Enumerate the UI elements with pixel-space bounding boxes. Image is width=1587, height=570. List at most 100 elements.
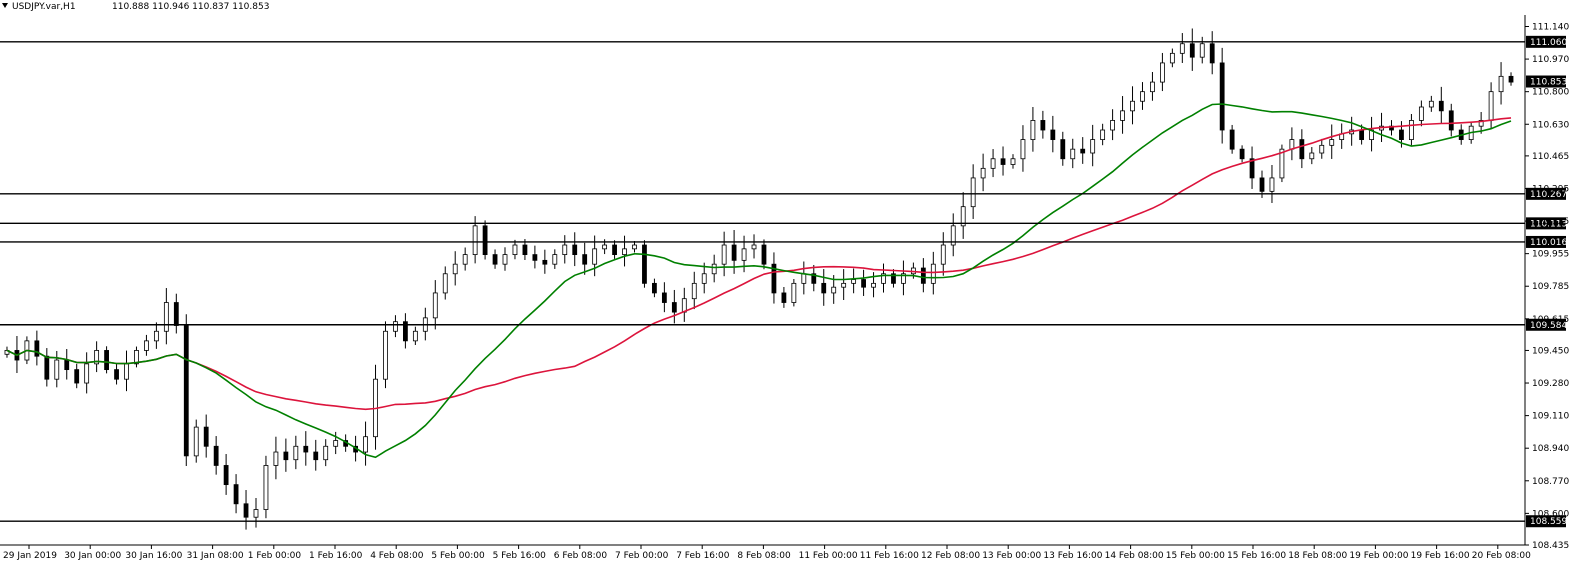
candle: [582, 242, 588, 275]
price-tick-label: 110.800: [1532, 88, 1569, 98]
legend-arrow-icon: [2, 3, 8, 8]
candle: [74, 363, 80, 389]
time-axis: 29 Jan 2019 30 Jan 00:00 30 Jan 16:00 31 Ja…: [3, 545, 1531, 561]
candle: [1179, 33, 1185, 63]
candle: [940, 232, 946, 276]
candle: [263, 455, 269, 519]
candle: [612, 240, 617, 259]
candle: [1010, 154, 1016, 169]
time-tick-label: 5 Feb 00:00: [431, 551, 485, 561]
candle: [950, 213, 956, 257]
candle: [1329, 124, 1335, 159]
candle: [134, 346, 139, 368]
price-tick-label: 109.450: [1532, 346, 1569, 356]
time-tick-label: 7 Feb 16:00: [676, 551, 730, 561]
candle: [502, 247, 508, 271]
candle: [920, 258, 926, 293]
time-tick-label: 13 Feb 00:00: [982, 551, 1041, 561]
candle: [1020, 125, 1026, 172]
candle: [622, 235, 627, 267]
current-price-label: 110.853: [1530, 78, 1567, 88]
candle: [512, 239, 518, 260]
candle: [1160, 52, 1165, 92]
candle: [462, 247, 468, 271]
level-price-label: 109.584: [1530, 321, 1567, 331]
candle: [642, 240, 647, 288]
candle: [841, 269, 847, 301]
candle: [84, 352, 90, 394]
candle: [652, 278, 657, 298]
candle: [333, 431, 339, 455]
time-tick-label: 8 Feb 08:00: [737, 551, 791, 561]
candle: [223, 454, 229, 495]
candle: [1309, 147, 1315, 165]
candle: [303, 431, 309, 466]
price-tick-label: 110.630: [1532, 120, 1569, 130]
candle: [1070, 138, 1076, 169]
time-tick-label: 6 Feb 08:00: [554, 551, 608, 561]
level-price-label: 110.113: [1530, 219, 1567, 229]
candle: [432, 280, 438, 330]
candle: [393, 315, 398, 338]
candle: [980, 153, 986, 192]
level-price-box: [1526, 515, 1566, 528]
level-price-box: [1526, 35, 1566, 48]
candle: [183, 314, 189, 466]
candle: [891, 269, 896, 288]
candle: [1219, 47, 1225, 144]
price-tick-label: 109.955: [1532, 250, 1569, 260]
candle: [412, 326, 418, 345]
time-tick-label: 13 Feb 16:00: [1043, 551, 1102, 561]
time-tick-label: 31 Jan 08:00: [187, 551, 244, 561]
candle: [572, 232, 578, 267]
candle: [771, 252, 777, 304]
candle: [1448, 103, 1454, 137]
price-tick-label: 109.280: [1532, 379, 1569, 389]
time-tick-label: 29 Jan 2019: [3, 551, 57, 561]
candle: [1140, 82, 1145, 110]
candle: [1100, 123, 1106, 146]
symbol-label: USDJPY.var,H1: [12, 2, 76, 12]
time-tick-label: 20 Feb 08:00: [1472, 551, 1531, 561]
candle: [1319, 138, 1325, 159]
candle: [970, 164, 976, 219]
time-tick-label: 30 Jan 16:00: [125, 551, 182, 561]
time-tick-label: 1 Feb 00:00: [248, 551, 302, 561]
candle: [403, 313, 408, 349]
price-axis: 111.140 110.970 110.800 110.630 110.465 110.2…: [1525, 23, 1569, 551]
candle: [243, 490, 249, 530]
candle: [751, 234, 757, 259]
candle: [283, 438, 289, 472]
level-price-box: [1526, 187, 1566, 200]
candle: [691, 271, 697, 310]
candle: [173, 293, 179, 334]
price-tick-label: 110.970: [1532, 55, 1569, 65]
candle: [452, 251, 458, 286]
candle: [1498, 62, 1504, 105]
price-tick-label: 111.140: [1532, 23, 1569, 33]
candle: [1080, 137, 1086, 164]
time-tick-label: 30 Jan 00:00: [64, 551, 121, 561]
time-tick-label: 15 Feb 16:00: [1227, 551, 1286, 561]
time-tick-label: 5 Feb 16:00: [493, 551, 547, 561]
candle: [1000, 146, 1006, 176]
candle: [960, 192, 966, 239]
candle: [313, 439, 319, 471]
candle: [632, 240, 637, 253]
moving-average-slow: [6, 117, 1512, 411]
time-tick-label: 15 Feb 00:00: [1166, 551, 1225, 561]
candle: [1269, 165, 1275, 203]
price-tick-label: 110.125: [1532, 217, 1569, 227]
level-price-box: [1526, 217, 1566, 230]
candle: [701, 262, 707, 294]
candle: [1438, 86, 1444, 124]
candle: [1060, 131, 1066, 166]
candle: [552, 249, 558, 269]
candle: [1169, 48, 1175, 68]
candle: [144, 334, 149, 356]
candle: [881, 263, 886, 293]
candle: [1030, 106, 1036, 152]
candle: [990, 149, 996, 178]
candle: [1428, 95, 1434, 112]
candle: [293, 435, 299, 470]
